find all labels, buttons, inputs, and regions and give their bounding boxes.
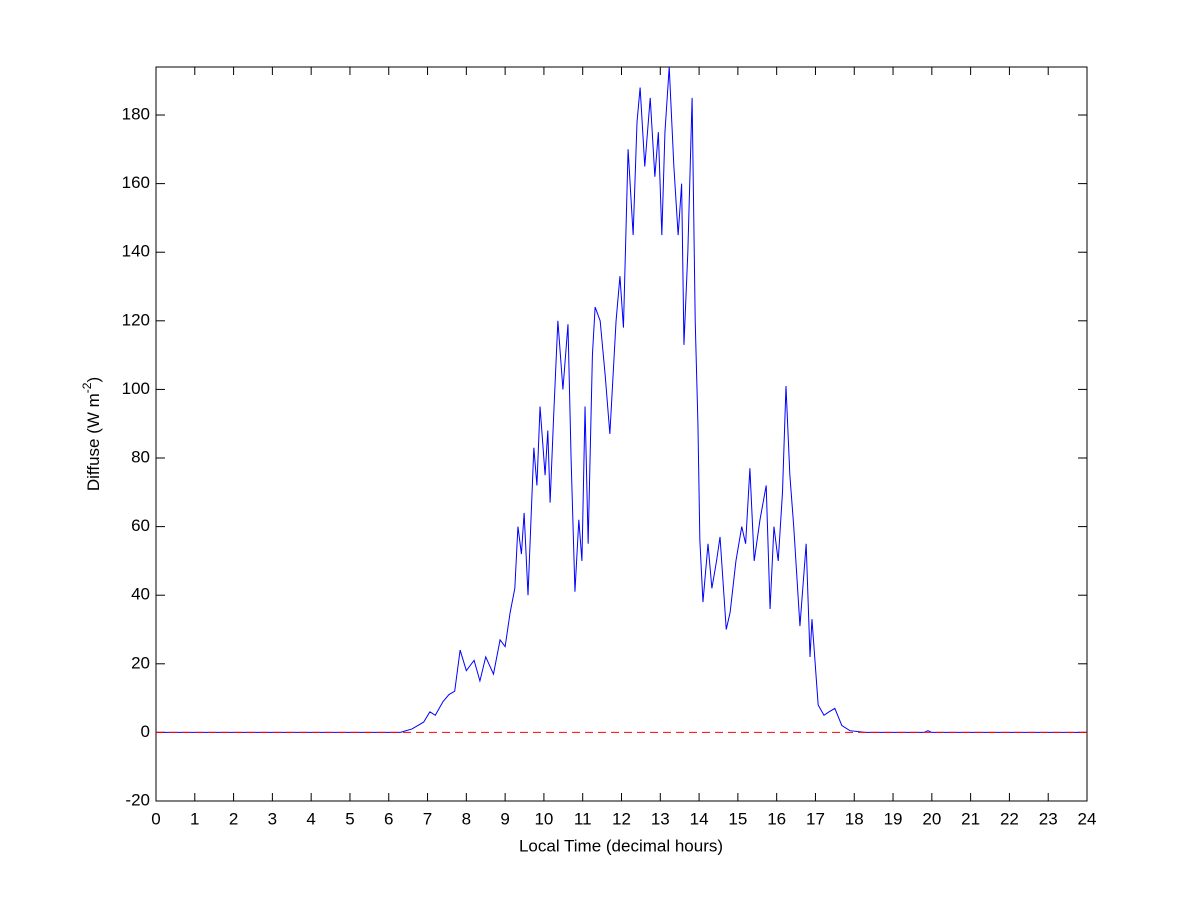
x-tick-label: 4 — [306, 809, 315, 828]
y-tick-label: 180 — [122, 105, 150, 124]
x-tick-label: 8 — [462, 809, 471, 828]
x-tick-label: 3 — [268, 809, 277, 828]
x-tick-label: 23 — [1039, 809, 1058, 828]
x-tick-label: 14 — [690, 809, 709, 828]
x-tick-label: 11 — [574, 809, 592, 828]
x-tick-label: 2 — [229, 809, 238, 828]
x-tick-label: 0 — [151, 809, 160, 828]
x-tick-label: 5 — [345, 809, 354, 828]
x-tick-label: 10 — [534, 809, 553, 828]
y-tick-label: -20 — [125, 790, 150, 809]
x-tick-label: 20 — [922, 809, 941, 828]
y-axis-label: Diffuse (W m-2) — [80, 377, 103, 491]
x-tick-label: 16 — [767, 809, 786, 828]
x-tick-label: 17 — [806, 809, 825, 828]
y-tick-label: 40 — [131, 585, 150, 604]
x-tick-label: 13 — [651, 809, 670, 828]
y-tick-label: 100 — [122, 379, 150, 398]
x-tick-label: 19 — [884, 809, 903, 828]
y-tick-label: 0 — [141, 722, 150, 741]
x-tick-label: 6 — [384, 809, 393, 828]
y-tick-label: 20 — [131, 653, 150, 672]
x-tick-label: 15 — [728, 809, 747, 828]
y-tick-label: 140 — [122, 242, 150, 261]
x-tick-label: 7 — [423, 809, 432, 828]
y-tick-label: 120 — [122, 310, 150, 329]
x-tick-label: 18 — [845, 809, 864, 828]
y-axis-label-superscript: -2 — [80, 382, 94, 393]
x-tick-label: 22 — [1000, 809, 1019, 828]
x-tick-label: 21 — [961, 809, 980, 828]
y-tick-label: 80 — [131, 447, 150, 466]
x-tick-label: 24 — [1078, 809, 1097, 828]
y-tick-label: 160 — [122, 173, 150, 192]
data-line — [156, 66, 1087, 733]
x-tick-label: 1 — [190, 809, 199, 828]
x-tick-label: 9 — [500, 809, 509, 828]
y-axis-label-suffix: ) — [84, 377, 103, 383]
y-tick-label: 60 — [131, 516, 150, 535]
x-tick-label: 12 — [612, 809, 631, 828]
x-axis-label: Local Time (decimal hours) — [519, 836, 723, 855]
y-axis-label-text: Diffuse (W m — [84, 393, 103, 491]
